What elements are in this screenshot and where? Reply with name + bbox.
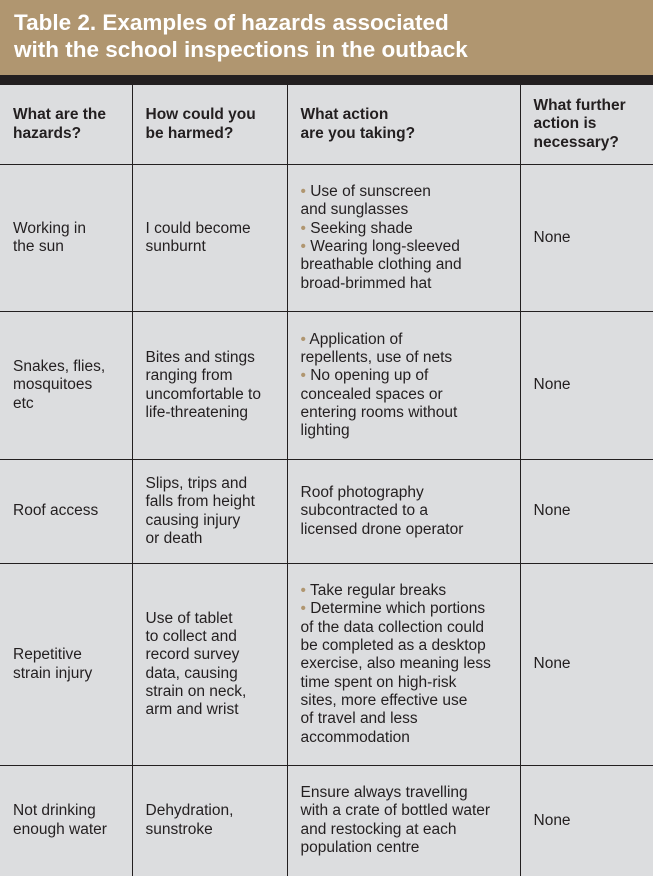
harm-cell: Use of tablet to collect and record surv… (131, 563, 288, 766)
further-cell: None (519, 164, 653, 312)
action-bullet-item: • Take regular breaks (301, 582, 510, 600)
header-row: What are the hazards? How could you be h… (0, 85, 653, 165)
header-harm: How could you be harmed? (131, 85, 288, 165)
action-bullet-item: • Determine which portions of the data c… (301, 600, 510, 746)
harm-cell: I could become sunburnt (131, 164, 288, 312)
bullet-icon: • (300, 600, 311, 618)
action-text: Use of sunscreen and sunglasses (300, 183, 431, 219)
action-text: Application of repellents, use of nets (300, 330, 453, 366)
action-cell: • Take regular breaks • Determine which p… (286, 563, 521, 766)
table-title: Table 2. Examples of hazards associated … (0, 0, 653, 75)
bullet-icon: • (300, 330, 310, 348)
action-bullet-item: • Wearing long-sleeved breathable clothi… (301, 238, 510, 293)
bullet-icon: • (300, 582, 310, 600)
further-cell: None (519, 311, 653, 460)
table-row: Working in the sun I could become sunburn… (0, 164, 653, 312)
action-bullet-item: • Use of sunscreen and sunglasses (301, 183, 510, 220)
action-cell: • Use of sunscreen and sunglasses • Seeki… (286, 164, 521, 312)
action-text: Seeking shade (310, 219, 413, 237)
hazard-cell: Not drinking enough water (0, 765, 133, 876)
harm-cell: Bites and stings ranging from uncomforta… (131, 311, 288, 460)
hazard-cell: Working in the sun (0, 164, 133, 312)
action-cell: • Application of repellents, use of nets… (286, 311, 521, 460)
further-cell: None (519, 765, 653, 876)
action-bullet-item: • Seeking shade (301, 220, 510, 238)
bullet-icon: • (300, 183, 311, 201)
header-action: What action are you taking? (286, 85, 521, 165)
harm-cell: Slips, trips and falls from height causi… (131, 459, 288, 564)
bullet-icon: • (300, 367, 311, 385)
harm-cell: Dehydration, sunstroke (131, 765, 288, 876)
bullet-icon: • (300, 219, 311, 237)
action-cell: Roof photography subcontracted to a lice… (286, 459, 521, 564)
further-cell: None (519, 563, 653, 766)
action-cell: Ensure always travelling with a crate of… (286, 765, 521, 876)
action-bullet-item: • No opening up of concealed spaces or e… (301, 367, 510, 440)
table-row: Not drinking enough water Dehydration, su… (0, 765, 653, 876)
hazard-cell: Roof access (0, 459, 133, 564)
header-further: What further action is necessary? (519, 85, 653, 165)
hazard-cell: Snakes, flies, mosquitoes etc (0, 311, 133, 460)
action-text: No opening up of concealed spaces or ent… (300, 367, 458, 440)
header-hazards: What are the hazards? (0, 85, 133, 165)
action-text: Wearing long-sleeved breathable clothing… (300, 238, 462, 292)
table-row: Roof access Slips, trips and falls from h… (0, 459, 653, 564)
hazard-cell: Repetitive strain injury (0, 563, 133, 766)
title-rule (0, 75, 653, 85)
table-row: Snakes, flies, mosquitoes etc Bites and s… (0, 311, 653, 460)
action-text: Determine which portions of the data col… (300, 600, 491, 746)
table-row: Repetitive strain injury Use of tablet to… (0, 563, 653, 766)
action-text: Take regular breaks (309, 582, 447, 600)
action-bullet-item: • Application of repellents, use of nets (301, 331, 510, 368)
hazards-table: What are the hazards? How could you be h… (0, 85, 653, 876)
bullet-icon: • (300, 238, 311, 255)
further-cell: None (519, 459, 653, 564)
